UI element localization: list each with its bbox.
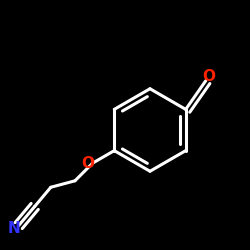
Text: O: O [202, 69, 215, 84]
Text: N: N [8, 221, 20, 236]
Text: O: O [82, 156, 95, 171]
